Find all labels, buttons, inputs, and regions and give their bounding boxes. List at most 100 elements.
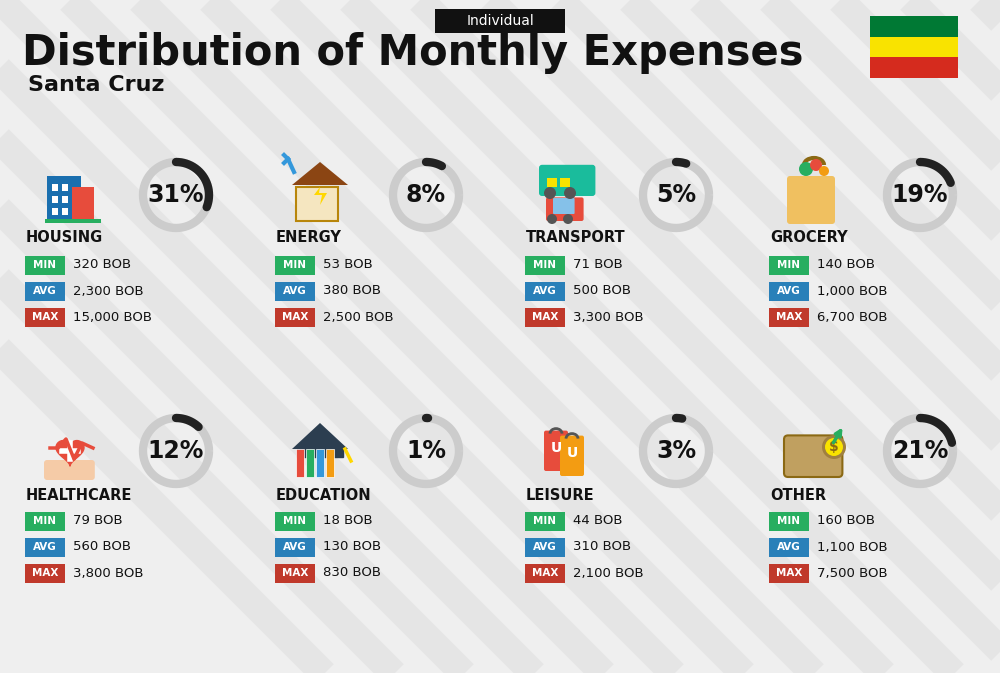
FancyBboxPatch shape [525, 308, 565, 326]
Text: AVG: AVG [533, 542, 557, 552]
Text: ENERGY: ENERGY [276, 230, 342, 246]
FancyBboxPatch shape [553, 198, 575, 214]
Text: 12%: 12% [148, 439, 204, 463]
Text: $: $ [829, 440, 839, 454]
FancyBboxPatch shape [525, 563, 565, 583]
Text: OTHER: OTHER [770, 487, 826, 503]
Text: 44 BOB: 44 BOB [573, 514, 622, 528]
FancyBboxPatch shape [47, 176, 81, 221]
Text: 830 BOB: 830 BOB [323, 567, 381, 579]
Text: 380 BOB: 380 BOB [323, 285, 381, 297]
Text: U: U [550, 441, 562, 455]
Text: MAX: MAX [32, 312, 58, 322]
FancyBboxPatch shape [769, 538, 809, 557]
Text: MIN: MIN [778, 516, 800, 526]
FancyBboxPatch shape [62, 184, 68, 191]
Text: 2,100 BOB: 2,100 BOB [573, 567, 644, 579]
FancyBboxPatch shape [275, 563, 315, 583]
FancyBboxPatch shape [525, 256, 565, 275]
Text: 53 BOB: 53 BOB [323, 258, 373, 271]
Polygon shape [56, 441, 84, 466]
FancyBboxPatch shape [525, 281, 565, 301]
Text: MAX: MAX [532, 312, 558, 322]
Text: 18 BOB: 18 BOB [323, 514, 373, 528]
FancyBboxPatch shape [787, 176, 835, 224]
Text: MIN: MIN [534, 260, 556, 270]
Polygon shape [297, 449, 343, 457]
Text: Distribution of Monthly Expenses: Distribution of Monthly Expenses [22, 32, 804, 74]
Polygon shape [314, 187, 327, 205]
FancyBboxPatch shape [52, 196, 58, 203]
Text: 79 BOB: 79 BOB [73, 514, 123, 528]
FancyBboxPatch shape [539, 165, 595, 196]
Text: MIN: MIN [34, 516, 56, 526]
FancyBboxPatch shape [326, 449, 334, 477]
Text: HEALTHCARE: HEALTHCARE [26, 487, 132, 503]
FancyBboxPatch shape [296, 449, 304, 477]
Text: EDUCATION: EDUCATION [276, 487, 372, 503]
FancyBboxPatch shape [769, 511, 809, 530]
Text: U: U [566, 446, 578, 460]
Text: AVG: AVG [777, 286, 801, 296]
Circle shape [544, 187, 556, 199]
Text: 130 BOB: 130 BOB [323, 540, 381, 553]
Text: 320 BOB: 320 BOB [73, 258, 131, 271]
FancyBboxPatch shape [44, 460, 95, 480]
Text: 19%: 19% [892, 183, 948, 207]
FancyBboxPatch shape [25, 281, 65, 301]
Circle shape [799, 162, 813, 176]
FancyBboxPatch shape [769, 281, 809, 301]
FancyBboxPatch shape [45, 219, 101, 223]
FancyBboxPatch shape [769, 563, 809, 583]
Text: MIN: MIN [534, 516, 556, 526]
Text: 15,000 BOB: 15,000 BOB [73, 310, 152, 324]
FancyBboxPatch shape [769, 256, 809, 275]
Text: 31%: 31% [148, 183, 204, 207]
Text: 71 BOB: 71 BOB [573, 258, 623, 271]
FancyBboxPatch shape [275, 308, 315, 326]
Text: MIN: MIN [284, 516, 306, 526]
FancyBboxPatch shape [25, 563, 65, 583]
Polygon shape [292, 162, 348, 185]
FancyBboxPatch shape [547, 178, 557, 187]
Circle shape [825, 438, 843, 456]
FancyBboxPatch shape [25, 256, 65, 275]
Text: 5%: 5% [656, 183, 696, 207]
Text: MIN: MIN [284, 260, 306, 270]
Text: GROCERY: GROCERY [770, 230, 848, 246]
Text: 6,700 BOB: 6,700 BOB [817, 310, 888, 324]
Text: 8%: 8% [406, 183, 446, 207]
Text: 2,300 BOB: 2,300 BOB [73, 285, 144, 297]
Text: MAX: MAX [776, 312, 802, 322]
FancyBboxPatch shape [25, 538, 65, 557]
FancyBboxPatch shape [275, 511, 315, 530]
Circle shape [547, 214, 557, 224]
Text: AVG: AVG [283, 542, 307, 552]
FancyBboxPatch shape [306, 449, 314, 477]
FancyBboxPatch shape [546, 197, 584, 221]
FancyBboxPatch shape [435, 9, 565, 33]
Text: MAX: MAX [532, 568, 558, 578]
Text: MAX: MAX [32, 568, 58, 578]
Polygon shape [292, 423, 348, 449]
FancyBboxPatch shape [870, 16, 958, 36]
FancyBboxPatch shape [560, 435, 584, 476]
FancyBboxPatch shape [62, 208, 68, 215]
Text: AVG: AVG [283, 286, 307, 296]
Text: TRANSPORT: TRANSPORT [526, 230, 626, 246]
Text: MAX: MAX [776, 568, 802, 578]
FancyBboxPatch shape [275, 256, 315, 275]
FancyBboxPatch shape [275, 281, 315, 301]
FancyBboxPatch shape [72, 187, 94, 221]
Text: MIN: MIN [778, 260, 800, 270]
Text: 560 BOB: 560 BOB [73, 540, 131, 553]
FancyBboxPatch shape [560, 178, 570, 187]
FancyBboxPatch shape [870, 36, 958, 57]
Circle shape [822, 435, 846, 459]
FancyBboxPatch shape [296, 187, 338, 221]
Text: 310 BOB: 310 BOB [573, 540, 631, 553]
FancyBboxPatch shape [52, 208, 58, 215]
Text: Individual: Individual [466, 14, 534, 28]
Circle shape [819, 166, 829, 176]
FancyBboxPatch shape [544, 431, 568, 471]
